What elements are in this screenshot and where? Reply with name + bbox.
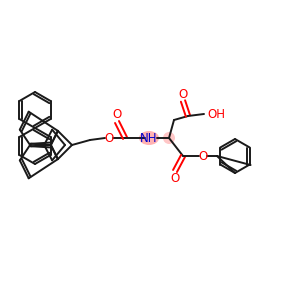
- Text: O: O: [104, 131, 114, 145]
- Ellipse shape: [139, 131, 159, 145]
- Text: O: O: [198, 149, 208, 163]
- Text: O: O: [170, 172, 180, 184]
- Text: OH: OH: [207, 107, 225, 121]
- Text: O: O: [112, 109, 122, 122]
- Text: O: O: [178, 88, 188, 100]
- Text: NH: NH: [140, 131, 158, 145]
- Ellipse shape: [163, 132, 175, 144]
